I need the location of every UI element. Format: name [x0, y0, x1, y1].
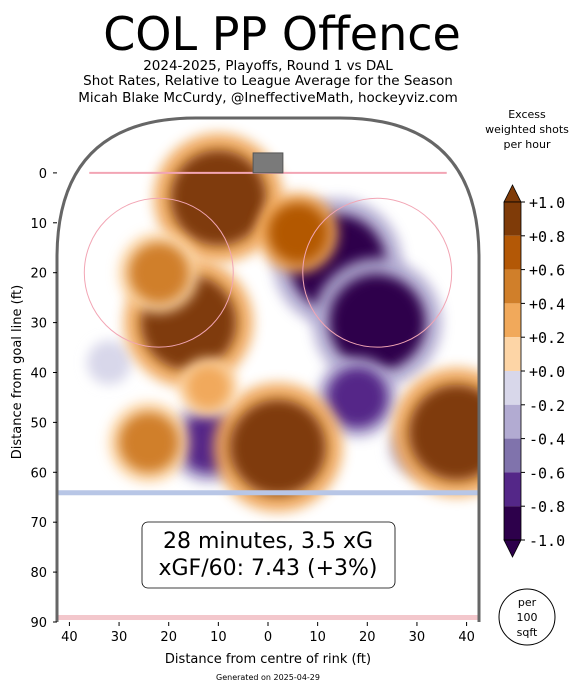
colorbar-band	[504, 235, 521, 270]
chart-subtitle-1: 2024-2025, Playoffs, Round 1 vs DAL	[143, 58, 393, 74]
x-tick-label: 20	[359, 630, 376, 645]
left-faceoff-circle	[83, 197, 234, 348]
cold-region	[329, 274, 426, 371]
rink-markings	[55, 116, 481, 622]
summary-box: 28 minutes, 3.5 xG xGF/60: 7.43 (+3%)	[141, 521, 396, 589]
y-tick-label: 60	[30, 466, 47, 481]
hot-region	[170, 149, 267, 246]
x-tick-label: 30	[409, 630, 426, 645]
y-tick-label: 0	[39, 167, 47, 182]
colorbar-tick-label: -0.2	[529, 397, 565, 415]
axes: 40 30 20 10 0 10 20 30 40 0 10 20 30 40 50 60 70 80 90	[30, 167, 474, 645]
y-tick-label: 10	[30, 217, 47, 232]
y-tick-label: 80	[30, 566, 47, 581]
colorbar-band	[504, 303, 521, 338]
colorbar-band	[504, 269, 521, 304]
colorbar-tick-label: -0.8	[529, 498, 565, 516]
generated-footer: Generated on 2025-04-29	[216, 673, 320, 682]
hot-region	[118, 412, 179, 473]
scale-note-line-1: per	[518, 596, 537, 609]
x-axis-label: Distance from centre of rink (ft)	[165, 652, 371, 667]
chart-subtitle-3: Micah Blake McCurdy, @IneffectiveMath, h…	[78, 90, 458, 106]
colorbar-title-1: Excess	[508, 108, 546, 121]
colorbar-tick-label: -0.6	[529, 464, 565, 482]
hot-region	[267, 202, 328, 263]
x-tick-label: 40	[458, 630, 475, 645]
summary-line-1: 28 minutes, 3.5 xG	[163, 529, 373, 554]
rink-plot-area: 40 30 20 10 0 10 20 30 40 0 10 20 30 40 50 60 70 80 90	[30, 116, 481, 645]
rink-boards	[55, 116, 481, 622]
hot-region	[229, 399, 326, 496]
goal-net	[252, 152, 284, 174]
colorbar-band	[504, 438, 521, 473]
colorbar-tick-label: +0.4	[529, 295, 565, 313]
colorbar-tick-label: +0.2	[529, 329, 565, 347]
cold-region	[327, 367, 388, 428]
blue-line	[57, 490, 479, 496]
summary-line-2: xGF/60: 7.43 (+3%)	[158, 556, 377, 581]
y-tick-label: 30	[30, 317, 47, 332]
x-tick-label: 10	[309, 630, 326, 645]
colorbar-title-3: per hour	[504, 138, 551, 151]
colorbar-band	[504, 202, 521, 236]
colorbar-min-arrow	[503, 539, 522, 558]
y-tick-label: 90	[30, 616, 47, 631]
y-tick-label: 70	[30, 516, 47, 531]
colorbar-band	[504, 472, 521, 507]
colorbar-title-2: weighted shots	[485, 123, 569, 136]
y-tick-label: 50	[30, 416, 47, 431]
colorbar-tick-label: -1.0	[529, 532, 565, 550]
centre-red-line	[57, 615, 479, 621]
colorbar-max-arrow	[503, 184, 522, 203]
x-tick-label: 40	[61, 630, 78, 645]
hot-region	[128, 242, 189, 303]
y-axis-label: Distance from goal line (ft)	[10, 285, 25, 459]
x-tick-label: 20	[160, 630, 177, 645]
chart-subtitle-2: Shot Rates, Relative to League Average f…	[83, 73, 453, 89]
x-tick-label: 30	[111, 630, 128, 645]
hot-region	[186, 365, 231, 410]
hot-region	[408, 384, 479, 481]
colorbar-band	[504, 371, 521, 405]
scale-note: per 100 sqft	[498, 588, 556, 646]
colorbar-band	[504, 404, 521, 439]
colorbar-tick-label: +0.8	[529, 228, 565, 246]
colorbar-tick-label: -0.4	[529, 431, 565, 449]
colorbar: Excess weighted shots per hour +1.0 +0.8 +…	[485, 108, 569, 558]
colorbar-tick-label: +0.0	[529, 363, 565, 381]
y-tick-label: 40	[30, 366, 47, 381]
colorbar-tick-label: +0.6	[529, 262, 565, 280]
chart-title: COL PP Offence	[103, 7, 461, 61]
right-faceoff-circle	[302, 197, 453, 348]
colorbar-tick-label: +1.0	[529, 194, 565, 212]
y-tick-label: 20	[30, 267, 47, 282]
x-tick-label: 10	[210, 630, 227, 645]
scale-note-line-2: 100	[517, 611, 538, 624]
cold-region	[87, 340, 132, 385]
colorbar-band	[504, 337, 521, 371]
colorbar-band	[504, 506, 521, 540]
x-tick-label: 0	[264, 630, 272, 645]
heatmap-layer	[57, 118, 479, 622]
scale-note-line-3: sqft	[517, 626, 538, 639]
